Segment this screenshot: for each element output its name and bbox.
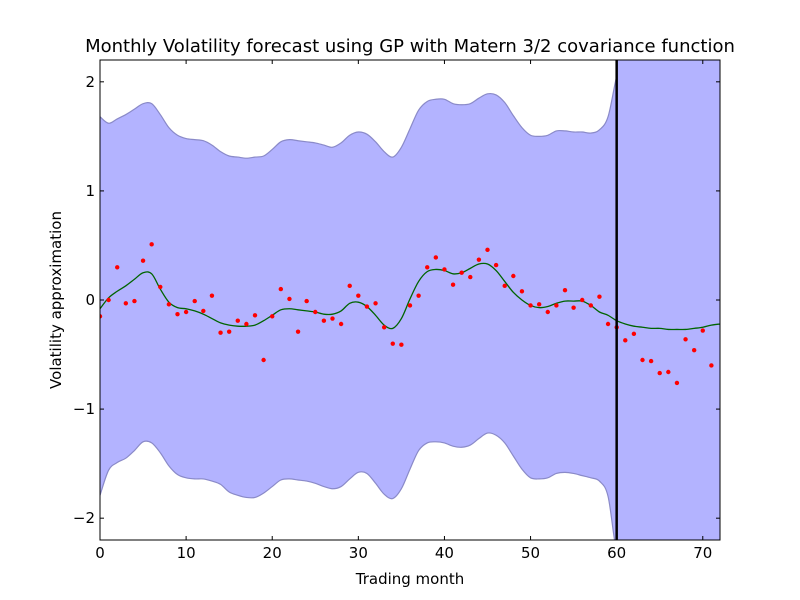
data-point: [106, 297, 111, 303]
data-point: [261, 357, 266, 363]
data-point: [562, 287, 568, 293]
data-point: [373, 301, 378, 306]
data-point: [666, 369, 671, 375]
data-point: [631, 331, 637, 337]
data-point: [356, 293, 361, 298]
data-point: [433, 255, 439, 260]
data-point: [519, 289, 525, 294]
data-point: [623, 338, 628, 343]
data-point: [580, 297, 585, 303]
data-point: [278, 286, 284, 292]
data-point: [709, 363, 714, 368]
data-point: [166, 302, 172, 307]
data-point: [399, 342, 404, 347]
data-point: [270, 314, 275, 319]
data-point: [183, 309, 189, 315]
data-point: [493, 262, 499, 268]
data-point: [442, 267, 447, 272]
y-tick-label: 1: [85, 182, 95, 200]
data-point: [140, 258, 146, 263]
data-point: [330, 316, 335, 321]
data-point: [450, 282, 456, 287]
data-point: [381, 325, 387, 330]
data-point: [226, 329, 232, 334]
data-point: [192, 298, 197, 304]
data-point: [468, 274, 473, 280]
x-axis-ticks: 0 10 20 30 40 50 60 70: [95, 60, 712, 562]
data-point: [640, 357, 645, 363]
data-point: [201, 308, 206, 314]
data-point: [648, 358, 654, 364]
data-point: [149, 242, 154, 247]
data-point: [295, 329, 301, 334]
x-tick-label: 20: [263, 544, 282, 562]
data-point: [502, 283, 507, 289]
data-point: [244, 321, 249, 327]
y-tick-label: 0: [85, 291, 95, 309]
y-axis-label: Volatility approximation: [47, 211, 65, 389]
data-point: [158, 284, 163, 290]
data-point: [416, 293, 421, 298]
y-tick-label: −1: [73, 400, 95, 418]
x-axis-label: Trading month: [355, 570, 465, 588]
x-tick-label: 10: [177, 544, 196, 562]
data-point: [545, 309, 550, 315]
x-tick-label: 50: [521, 544, 540, 562]
data-point: [338, 321, 344, 327]
data-point: [390, 341, 395, 346]
x-tick-label: 0: [95, 544, 105, 562]
y-tick-label: 2: [85, 73, 95, 91]
data-point: [511, 273, 516, 279]
data-point: [605, 321, 611, 327]
data-point: [554, 303, 559, 308]
x-tick-label: 30: [349, 544, 368, 562]
data-point: [691, 347, 697, 353]
y-tick-label: −2: [73, 509, 95, 527]
observations: [100, 242, 714, 386]
data-point: [252, 313, 258, 318]
chart-title: Monthly Volatility forecast using GP wit…: [85, 36, 735, 57]
data-point: [657, 370, 662, 376]
data-point: [700, 328, 705, 333]
data-point: [485, 247, 490, 253]
data-point: [123, 301, 129, 306]
x-tick-label: 70: [693, 544, 712, 562]
data-point: [476, 257, 482, 262]
data-point: [304, 298, 309, 304]
plot-area: [100, 60, 720, 540]
data-point: [100, 314, 103, 319]
data-point: [588, 303, 594, 308]
data-point: [536, 302, 542, 307]
data-point: [364, 304, 370, 309]
data-point: [132, 298, 137, 304]
data-point: [597, 294, 602, 299]
forecast-region: [616, 60, 720, 540]
x-tick-label: 40: [435, 544, 454, 562]
data-point: [425, 265, 430, 270]
data-point: [528, 303, 533, 308]
confidence-band-lower-edge: [100, 432, 616, 540]
data-point: [407, 303, 413, 308]
data-point: [235, 318, 240, 323]
data-point: [347, 283, 352, 289]
data-point: [683, 337, 688, 342]
data-point: [459, 270, 464, 275]
y-axis-ticks: −2 −1 0 1 2: [73, 73, 720, 527]
data-point: [209, 293, 215, 298]
data-point: [313, 309, 318, 315]
data-point: [287, 296, 292, 302]
data-point: [218, 330, 223, 335]
data-point: [571, 305, 576, 310]
data-point: [674, 380, 680, 386]
x-tick-label: 60: [607, 544, 626, 562]
data-point: [175, 311, 180, 317]
data-point: [321, 318, 327, 323]
data-point: [115, 265, 120, 270]
